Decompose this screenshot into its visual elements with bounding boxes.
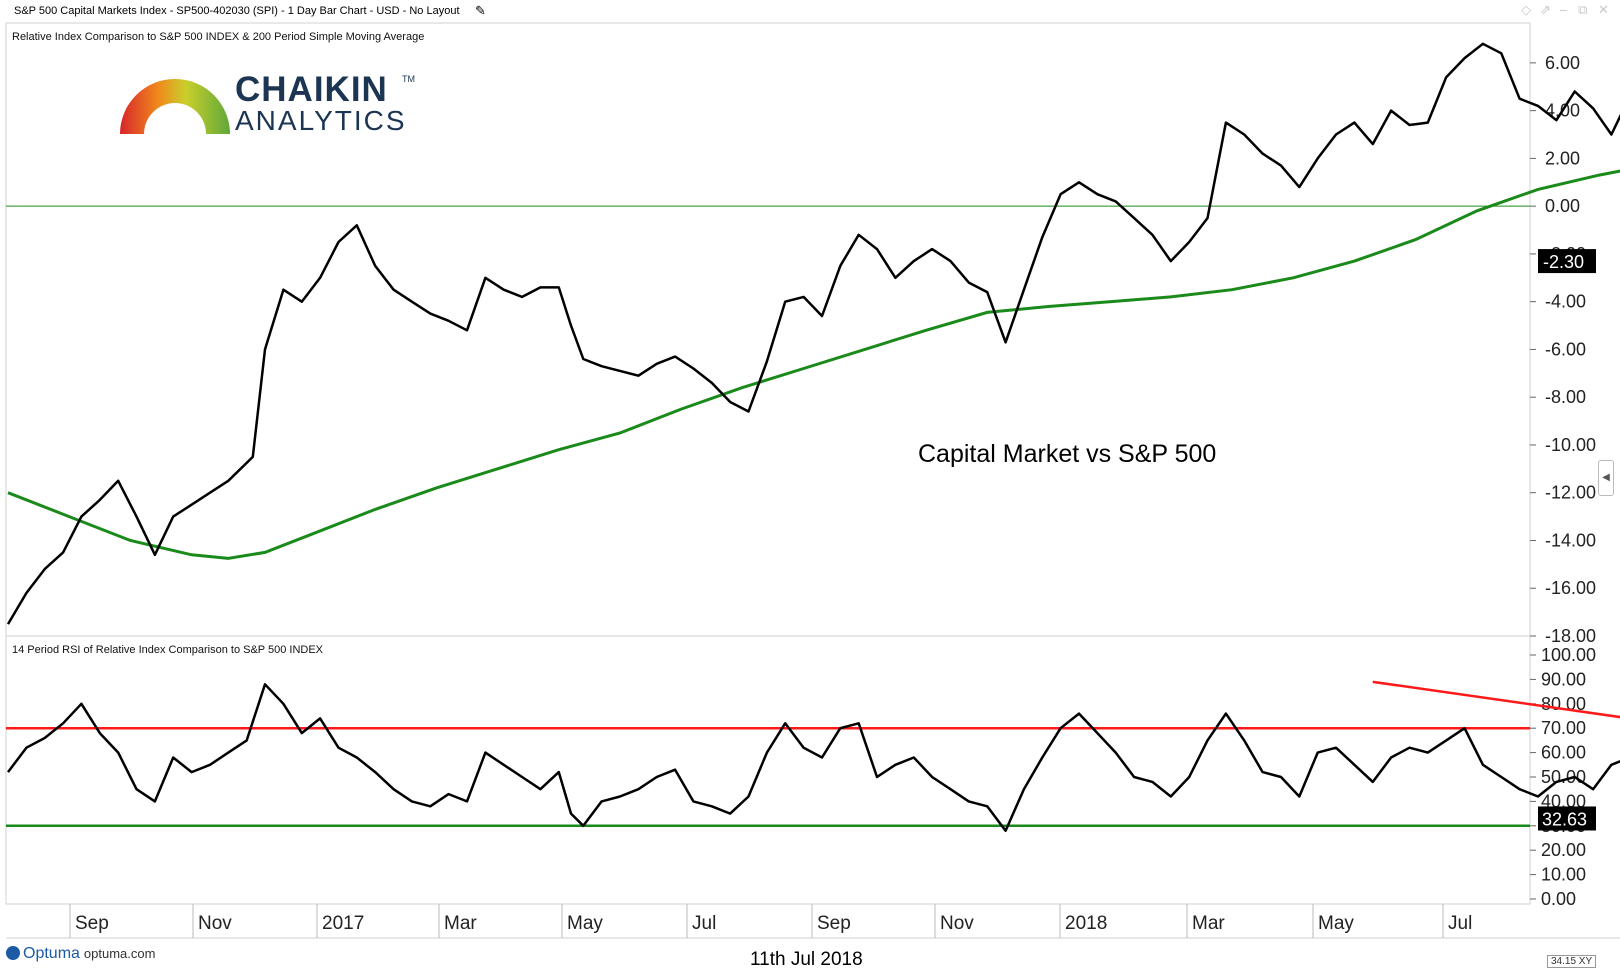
price-y-tick-label: 0.00: [1545, 196, 1580, 216]
time-axis-label: Sep: [817, 913, 851, 934]
time-axis-label: Jul: [692, 913, 716, 934]
minimize-icon[interactable]: –: [1560, 2, 1568, 17]
rsi-last-value-box: [1538, 806, 1596, 831]
chart-title-bar: S&P 500 Capital Markets Index - SP500-40…: [0, 0, 1620, 24]
price-y-tick-label: -12.00: [1545, 483, 1596, 503]
optuma-name: Optuma: [23, 945, 80, 962]
rsi-y-tick-label: 60.00: [1541, 743, 1586, 763]
logo-trademark: TM: [402, 74, 415, 84]
rsi-y-tick-label: 10.00: [1541, 865, 1586, 885]
time-axis-label: Nov: [940, 913, 974, 934]
time-axis-label: Sep: [75, 913, 109, 934]
close-icon[interactable]: ✕: [1598, 2, 1609, 17]
price-last-value-box: [1538, 249, 1596, 274]
rsi-y-tick-label: 80.00: [1541, 694, 1586, 714]
time-axis-label: May: [567, 913, 603, 934]
optuma-url[interactable]: optuma.com: [83, 946, 156, 961]
price-y-tick-label: -14.00: [1545, 530, 1596, 550]
diamond-icon[interactable]: ◇: [1521, 2, 1531, 17]
price-y-tick-label: -6.00: [1545, 339, 1586, 359]
price-panel: 6.004.002.000.00-2.00-4.00-6.00-8.00-10.…: [6, 42, 1620, 646]
time-axis: Sep Nov 2017 Mar May Jul Sep Nov 2018 Mar May Jul: [69, 904, 1472, 938]
rsi-y-tick-label: 100.00: [1541, 645, 1596, 665]
time-axis-label: Nov: [198, 913, 232, 934]
price-y-tick-label: -18.00: [1545, 626, 1596, 646]
pin-icon[interactable]: ⇗: [1540, 2, 1551, 17]
rsi-line: [7, 683, 1620, 832]
relative-index-line: [6, 42, 1620, 625]
price-y-tick-label: -10.00: [1545, 435, 1596, 455]
price-panel-subtitle: Relative Index Comparison to S&P 500 IND…: [12, 31, 424, 43]
price-y-tick-label: -8.00: [1545, 387, 1586, 407]
expand-panel-arrow-icon[interactable]: ◀: [1598, 460, 1614, 496]
price-y-tick-label: 6.00: [1545, 53, 1580, 73]
time-axis-label: 2017: [322, 913, 364, 934]
rsi-panel-subtitle: 14 Period RSI of Relative Index Comparis…: [12, 644, 324, 656]
optuma-logo-icon: [6, 946, 20, 960]
time-axis-label: May: [1318, 913, 1354, 934]
restore-icon[interactable]: ⧉: [1578, 2, 1588, 17]
rsi-panel-frame: [5, 635, 1531, 905]
time-axis-label: Jul: [1448, 913, 1472, 934]
cursor-date: 11th Jul 2018: [750, 949, 863, 970]
rsi-panel: 100.0090.0080.0070.0060.0050.0040.0030.0…: [6, 645, 1620, 909]
logo-word-analytics: ANALYTICS: [235, 105, 407, 136]
rsi-last-value-label: 32.63: [1542, 809, 1587, 829]
rsi-y-tick-label: 0.00: [1541, 889, 1576, 909]
price-y-tick-label: -16.00: [1545, 578, 1596, 598]
price-y-tick-label: -4.00: [1545, 292, 1586, 312]
price-last-value-label: -2.30: [1543, 252, 1584, 272]
divergence-arrow-line: [1372, 680, 1620, 719]
chart-title: S&P 500 Capital Markets Index - SP500-40…: [14, 5, 460, 17]
rsi-y-tick-label: 90.00: [1541, 669, 1586, 689]
optuma-brand: Optuma optuma.com: [6, 945, 155, 963]
chaikin-analytics-logo: CHAIKIN TM ANALYTICS: [118, 70, 428, 142]
edit-pencil-icon[interactable]: ✎: [475, 3, 486, 18]
logo-gauge-icon: [120, 79, 230, 134]
time-axis-label: 2018: [1065, 913, 1107, 934]
time-axis-label: Mar: [1192, 913, 1225, 934]
time-axis-label: Mar: [444, 913, 477, 934]
rsi-y-tick-label: 70.00: [1541, 718, 1586, 738]
xy-readout: 34.15 XY: [1547, 955, 1597, 968]
logo-word-chaikin: CHAIKIN: [235, 70, 388, 109]
rsi-y-tick-label: 50.00: [1541, 767, 1586, 787]
sma-200-line: [7, 169, 1620, 560]
rsi-y-tick-label: 40.00: [1541, 791, 1586, 811]
rsi-y-tick-label: 20.00: [1541, 840, 1586, 860]
chart-annotation: Capital Market vs S&P 500: [918, 440, 1217, 468]
price-y-tick-label: 2.00: [1545, 148, 1580, 168]
